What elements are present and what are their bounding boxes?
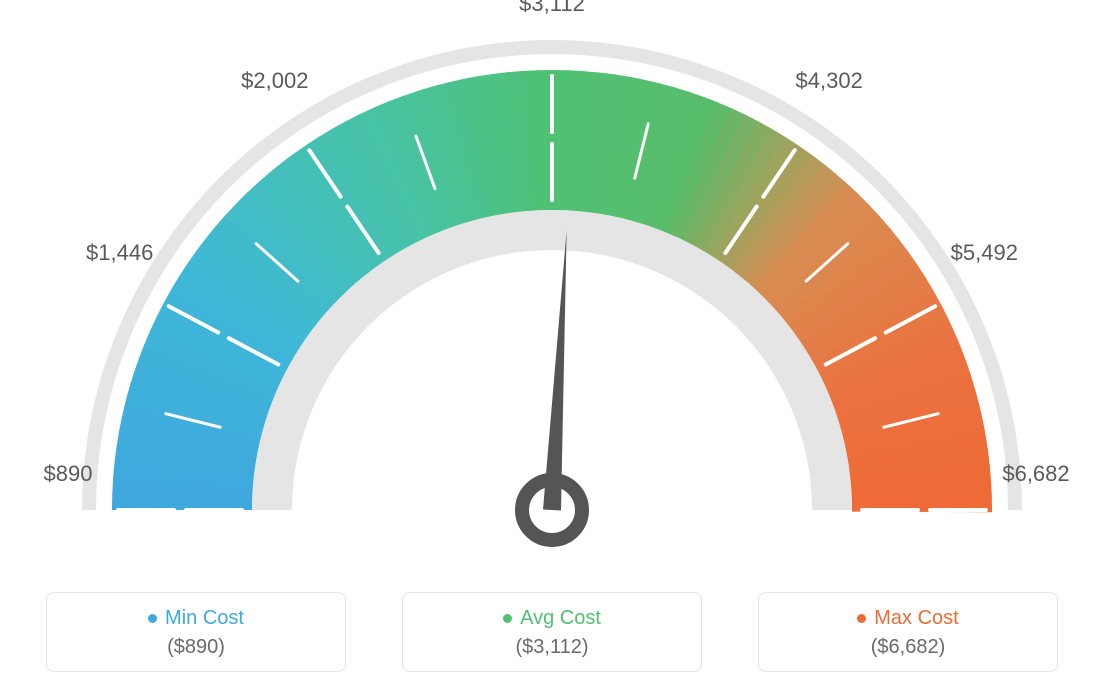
legend-value-max: ($6,682) [759, 636, 1057, 659]
legend-title-avg-text: Avg Cost [520, 607, 601, 630]
legend-card-max: Max Cost ($6,682) [758, 592, 1058, 672]
legend-card-min: Min Cost ($890) [46, 592, 346, 672]
gauge-svg [0, 0, 1104, 560]
tick-label: $4,302 [796, 68, 863, 94]
tick-label: $2,002 [241, 68, 308, 94]
legend-dot-avg [503, 614, 512, 623]
legend-dot-max [857, 614, 866, 623]
legend-dot-min [148, 614, 157, 623]
legend-title-min: Min Cost [148, 607, 244, 630]
legend-title-max-text: Max Cost [874, 607, 958, 630]
tick-label: $5,492 [951, 240, 1018, 266]
tick-label: $1,446 [86, 240, 153, 266]
legend-card-avg: Avg Cost ($3,112) [402, 592, 702, 672]
tick-label: $3,112 [519, 0, 585, 17]
legend-row: Min Cost ($890) Avg Cost ($3,112) Max Co… [0, 592, 1104, 672]
legend-value-avg: ($3,112) [403, 636, 701, 659]
cost-gauge: $890 $1,446 $2,002 $3,112 $4,302 $5,492 $6,682 [0, 0, 1104, 560]
legend-title-min-text: Min Cost [165, 607, 244, 630]
legend-title-max: Max Cost [857, 607, 958, 630]
tick-label: $890 [44, 461, 93, 487]
legend-title-avg: Avg Cost [503, 607, 601, 630]
tick-label: $6,682 [1002, 461, 1069, 487]
legend-value-min: ($890) [47, 636, 345, 659]
